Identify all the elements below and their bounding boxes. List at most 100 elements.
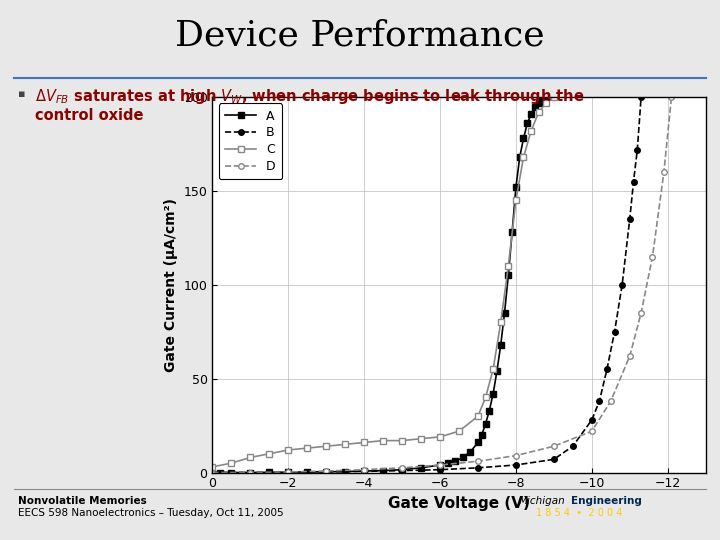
Line: D: D [210, 94, 674, 475]
C [208, 464, 217, 470]
D [436, 462, 444, 468]
D [474, 458, 482, 464]
A [492, 368, 501, 374]
D [606, 398, 615, 404]
A [496, 342, 505, 348]
A [246, 469, 255, 476]
C [397, 437, 406, 444]
D [667, 94, 676, 100]
A [360, 468, 369, 474]
A [303, 469, 312, 475]
B [633, 146, 642, 153]
C [504, 263, 513, 269]
A [523, 120, 531, 127]
A [481, 421, 490, 427]
B [588, 417, 596, 423]
A [466, 449, 474, 455]
C [246, 454, 255, 461]
B [595, 398, 603, 404]
D [636, 310, 645, 316]
D [208, 469, 217, 476]
C [322, 443, 330, 449]
A [444, 460, 452, 467]
D [284, 469, 292, 475]
D [648, 253, 657, 260]
D [512, 453, 521, 459]
Line: B: B [210, 94, 644, 475]
B [512, 462, 521, 468]
A [489, 390, 498, 397]
B [618, 282, 626, 288]
A [538, 96, 546, 102]
B [322, 469, 330, 475]
A [379, 468, 387, 474]
A [527, 111, 536, 117]
D [626, 353, 634, 360]
D [360, 467, 369, 473]
C [481, 394, 490, 401]
A [341, 468, 349, 475]
C [284, 447, 292, 453]
Line: A: A [210, 94, 549, 475]
Text: Device Performance: Device Performance [175, 19, 545, 53]
B [611, 328, 619, 335]
A [397, 467, 406, 473]
C [474, 413, 482, 420]
D [246, 469, 255, 476]
D [397, 464, 406, 471]
C [534, 109, 543, 116]
Text: Engineering: Engineering [571, 496, 642, 506]
A [485, 407, 494, 414]
B [549, 456, 558, 463]
A [477, 432, 486, 438]
B [626, 216, 634, 222]
Text: 1 8 5 4  •  2 0 0 4: 1 8 5 4 • 2 0 0 4 [536, 508, 623, 518]
C [519, 154, 528, 160]
C [489, 366, 498, 373]
B [603, 366, 611, 373]
D [549, 443, 558, 449]
C [549, 94, 558, 100]
B [636, 94, 645, 100]
B [360, 468, 369, 475]
B [246, 469, 255, 476]
C [542, 99, 551, 106]
C [341, 441, 349, 448]
A [265, 469, 274, 476]
A [474, 439, 482, 446]
A [531, 103, 539, 110]
Line: C: C [210, 94, 557, 470]
C [436, 434, 444, 440]
A [284, 469, 292, 475]
C [265, 450, 274, 457]
Y-axis label: Gate Current (μA/cm²): Gate Current (μA/cm²) [164, 198, 178, 372]
C [227, 460, 235, 467]
B [284, 469, 292, 475]
A [516, 154, 524, 160]
B [436, 467, 444, 473]
C [303, 445, 312, 451]
X-axis label: Gate Voltage (V): Gate Voltage (V) [388, 496, 530, 511]
C [379, 437, 387, 444]
C [360, 439, 369, 446]
B [474, 464, 482, 471]
A [417, 464, 426, 471]
A [227, 469, 235, 476]
C [496, 319, 505, 326]
A [512, 184, 521, 191]
A [451, 458, 459, 464]
B [629, 178, 638, 185]
Text: ▪: ▪ [18, 89, 25, 99]
A [322, 469, 330, 475]
Text: control oxide: control oxide [35, 108, 143, 123]
A [542, 94, 551, 100]
A [504, 272, 513, 279]
C [417, 435, 426, 442]
C [512, 197, 521, 204]
Text: EECS 598 Nanoelectronics – Tuesday, Oct 11, 2005: EECS 598 Nanoelectronics – Tuesday, Oct … [18, 508, 284, 518]
A [459, 454, 467, 461]
A [519, 135, 528, 141]
D [322, 468, 330, 474]
D [588, 428, 596, 435]
B [397, 468, 406, 474]
